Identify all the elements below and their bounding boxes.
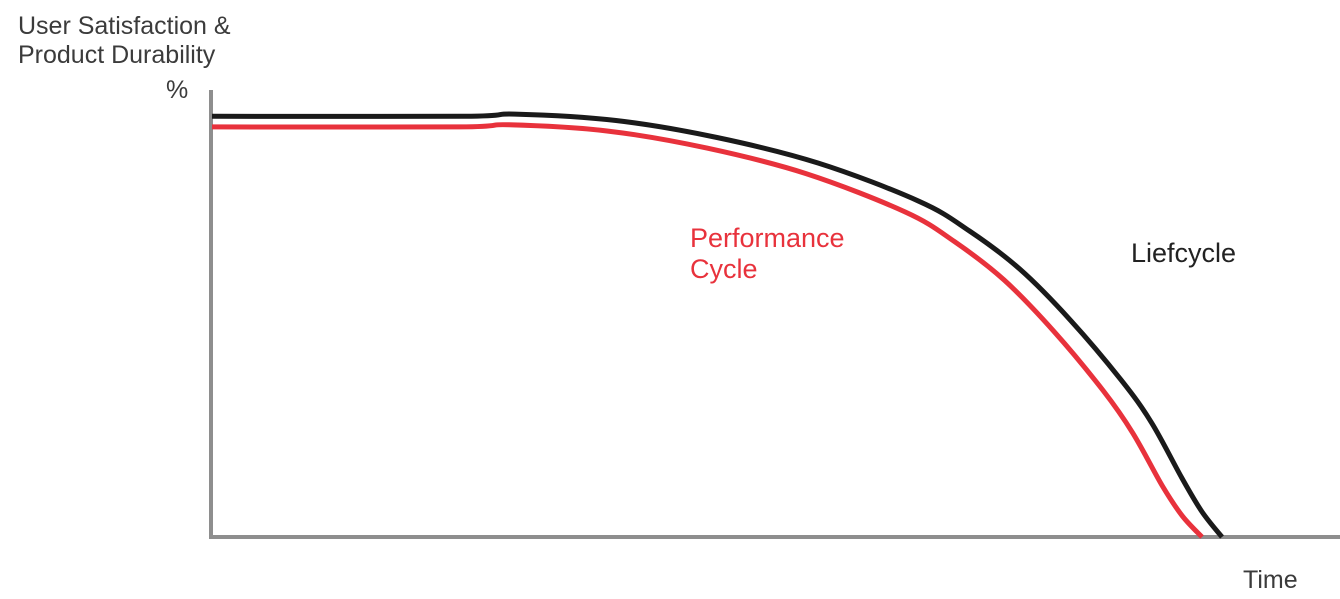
y-axis-label: User Satisfaction & Product Durability	[18, 12, 231, 70]
series-label-performance-cycle-line-2: Cycle	[690, 254, 758, 284]
x-axis-label: Time	[1243, 566, 1298, 594]
series-label-liefcycle: Liefcycle	[1131, 238, 1237, 268]
series-label-performance-cycle-line-1: Performance	[690, 223, 845, 253]
y-axis-label-line-1: User Satisfaction &	[18, 12, 231, 40]
series-label-performance-cycle: Performance Cycle	[690, 223, 890, 285]
y-axis-unit: %	[166, 76, 189, 104]
series-line-liefcycle	[211, 111, 1224, 539]
series-line-performance-cycle	[211, 122, 1204, 539]
y-axis-label-line-2: Product Durability	[18, 41, 216, 69]
series-layer	[211, 111, 1224, 539]
